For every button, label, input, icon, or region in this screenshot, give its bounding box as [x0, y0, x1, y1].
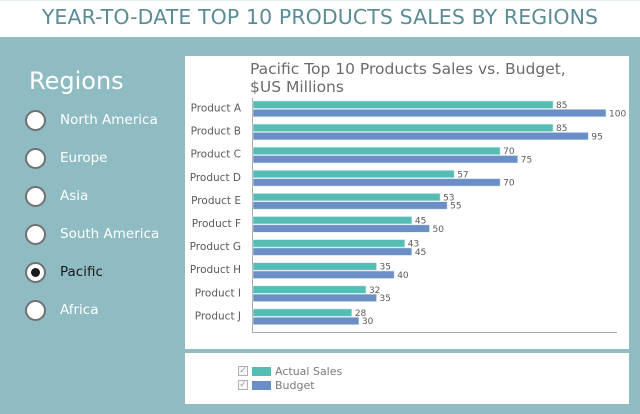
region-option-pacific[interactable]: Pacific [25, 259, 103, 285]
region-option-label: Pacific [60, 264, 103, 280]
data-label: 70 [503, 179, 515, 189]
budget-bar[interactable] [252, 293, 377, 302]
budget-bar[interactable] [252, 247, 413, 256]
region-option-north-america[interactable]: North America [25, 107, 158, 133]
data-label: 28 [355, 309, 367, 319]
budget-bar[interactable] [252, 224, 430, 233]
data-label: 45 [415, 217, 426, 227]
legend-swatch [252, 366, 271, 376]
page-title: YEAR-TO-DATE TOP 10 PRODUCTS SALES BY RE… [41, 5, 599, 29]
region-option-label: Africa [60, 302, 99, 318]
region-option-label: South America [60, 226, 160, 242]
data-label: 85 [556, 124, 567, 134]
chart-title: Pacific Top 10 Products Sales vs. Budget… [250, 60, 566, 96]
radio-unchecked-icon[interactable] [25, 299, 46, 321]
y-tick-label: Product G [190, 241, 241, 253]
region-option-label: Asia [60, 188, 89, 204]
data-label: 30 [362, 317, 374, 327]
y-tick-label: Product C [190, 149, 241, 161]
legend-label: Budget [275, 378, 315, 392]
y-tick-label: Product E [191, 195, 241, 207]
data-label: 50 [433, 225, 445, 235]
legend-checkbox-icon[interactable]: ✓ [238, 366, 248, 376]
radio-checked-icon[interactable] [25, 261, 46, 283]
y-tick-label: Product H [190, 264, 241, 276]
data-label: 75 [521, 156, 532, 166]
budget-bar[interactable] [252, 201, 448, 210]
radio-unchecked-icon[interactable] [25, 185, 46, 207]
region-option-label: North America [60, 112, 158, 128]
data-label: 55 [450, 202, 461, 212]
budget-bar[interactable] [252, 132, 589, 141]
region-option-africa[interactable]: Africa [25, 297, 99, 323]
radio-unchecked-icon[interactable] [25, 147, 46, 169]
actual-sales-bar[interactable] [252, 216, 413, 225]
data-label: 95 [591, 132, 602, 142]
actual-sales-bar[interactable] [252, 239, 406, 248]
radio-unchecked-icon[interactable] [25, 223, 46, 245]
actual-sales-bar[interactable] [252, 285, 367, 294]
data-label: 35 [380, 294, 391, 304]
legend-label: Actual Sales [275, 364, 343, 378]
legend-item-budget[interactable]: ✓ Budget [238, 378, 315, 392]
region-option-asia[interactable]: Asia [25, 183, 88, 209]
data-label: 32 [369, 286, 380, 296]
radio-unchecked-icon[interactable] [25, 109, 46, 131]
y-tick-label: Product I [195, 287, 241, 299]
region-option-south-america[interactable]: South America [25, 221, 159, 247]
y-tick-label: Product B [191, 126, 241, 138]
budget-bar[interactable] [252, 109, 607, 118]
regions-heading: Regions [29, 67, 124, 95]
y-tick-label: Product F [192, 218, 241, 230]
actual-sales-bar[interactable] [252, 123, 554, 132]
data-label: 85 [556, 101, 567, 111]
budget-bar[interactable] [252, 270, 395, 279]
data-label: 100 [609, 109, 626, 119]
top-divider [0, 0, 640, 1]
actual-sales-bar[interactable] [252, 262, 377, 271]
region-option-europe[interactable]: Europe [25, 145, 107, 171]
data-label: 45 [415, 248, 426, 258]
legend-checkbox-icon[interactable]: ✓ [238, 380, 248, 390]
data-label: 35 [380, 263, 391, 273]
data-label: 70 [503, 147, 515, 157]
actual-sales-bar[interactable] [252, 170, 455, 179]
region-option-label: Europe [60, 150, 108, 166]
legend-item-actual-sales[interactable]: ✓ Actual Sales [238, 364, 342, 378]
budget-bar[interactable] [252, 316, 360, 326]
actual-sales-bar[interactable] [252, 146, 501, 155]
legend-panel [185, 353, 629, 404]
legend-swatch [252, 380, 271, 390]
budget-bar[interactable] [252, 178, 501, 187]
budget-bar[interactable] [252, 155, 519, 164]
actual-sales-bar[interactable] [252, 308, 353, 317]
data-label: 53 [443, 193, 454, 203]
data-label: 40 [397, 271, 409, 281]
y-tick-label: Product A [191, 103, 242, 115]
data-label: 57 [457, 170, 468, 180]
actual-sales-bar[interactable] [252, 193, 441, 202]
data-label: 43 [408, 240, 419, 250]
actual-sales-bar[interactable] [252, 100, 554, 109]
y-tick-label: Product J [195, 310, 241, 322]
y-tick-label: Product D [190, 172, 241, 184]
